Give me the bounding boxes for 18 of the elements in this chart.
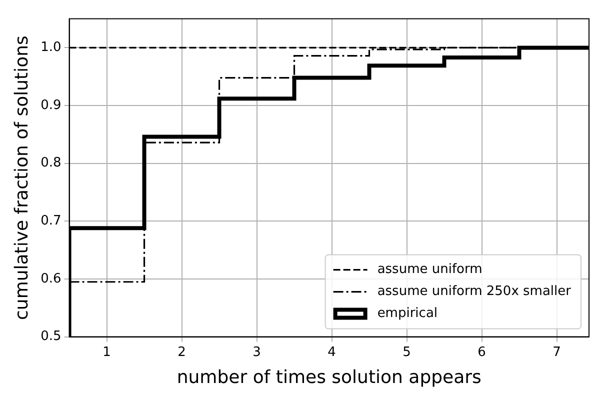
y-tick-label: 0.5: [40, 329, 62, 344]
x-tick-label: 6: [478, 344, 486, 360]
y-tick-label: 0.8: [40, 156, 62, 171]
y-tick-label: 0.7: [40, 214, 62, 229]
legend-label: assume uniform 250x smaller: [377, 284, 572, 300]
legend-label: assume uniform: [377, 262, 482, 278]
legend-label: empirical: [377, 306, 438, 322]
x-tick-label: 2: [178, 344, 186, 360]
x-tick-label: 3: [252, 344, 261, 360]
x-tick-label: 4: [328, 344, 336, 360]
y-tick-label: 0.6: [40, 271, 62, 286]
x-axis-title: number of times solution appears: [176, 366, 482, 388]
y-tick-label: 1.0: [40, 40, 62, 56]
x-tick-label: 5: [402, 344, 411, 360]
x-tick-label: 1: [102, 344, 111, 360]
x-tick-label: 7: [552, 344, 561, 360]
y-tick-label: 0.9: [40, 98, 62, 113]
y-axis-title: cumulative fraction of solutions: [11, 36, 32, 320]
